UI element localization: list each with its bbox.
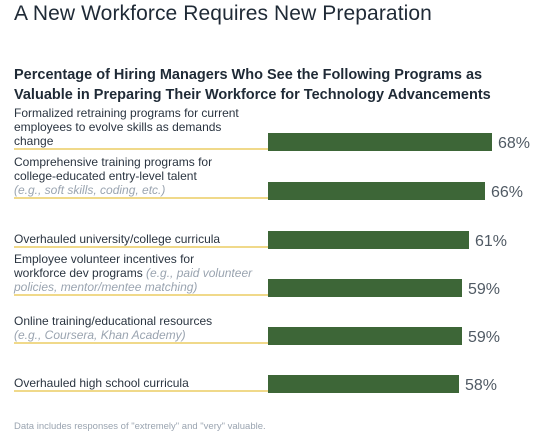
bar [268, 133, 492, 151]
page-title: A New Workforce Requires New Preparation [14, 2, 432, 25]
value-label: 66% [491, 184, 524, 201]
label-underline [14, 148, 268, 150]
label-underline [14, 390, 268, 392]
label-underline [14, 197, 268, 199]
category-label: Overhauled university/college curricula [14, 232, 221, 246]
value-label: 59% [468, 329, 501, 346]
bar [268, 375, 459, 393]
value-label: 68% [498, 135, 531, 152]
bar [268, 231, 469, 249]
category-label: Overhauled high school curricula [14, 376, 189, 390]
bar [268, 327, 462, 345]
label-underline [14, 246, 268, 248]
category-label: Formalized retraining programs for curre… [14, 106, 239, 148]
bar [268, 279, 462, 297]
value-label: 59% [468, 281, 501, 298]
category-label: Online training/educational resources (e.… [14, 314, 213, 342]
label-underline [14, 294, 268, 296]
chart-title: Percentage of Hiring Managers Who See th… [14, 67, 491, 103]
category-label: Comprehensive training programs for colle… [14, 155, 213, 197]
footnote: Data includes responses of "extremely" a… [14, 421, 266, 432]
value-label: 58% [465, 377, 498, 394]
category-label: Employee volunteer incentives for workfor… [14, 252, 253, 294]
bar [268, 182, 485, 200]
value-label: 61% [475, 233, 508, 250]
label-underline [14, 342, 268, 344]
